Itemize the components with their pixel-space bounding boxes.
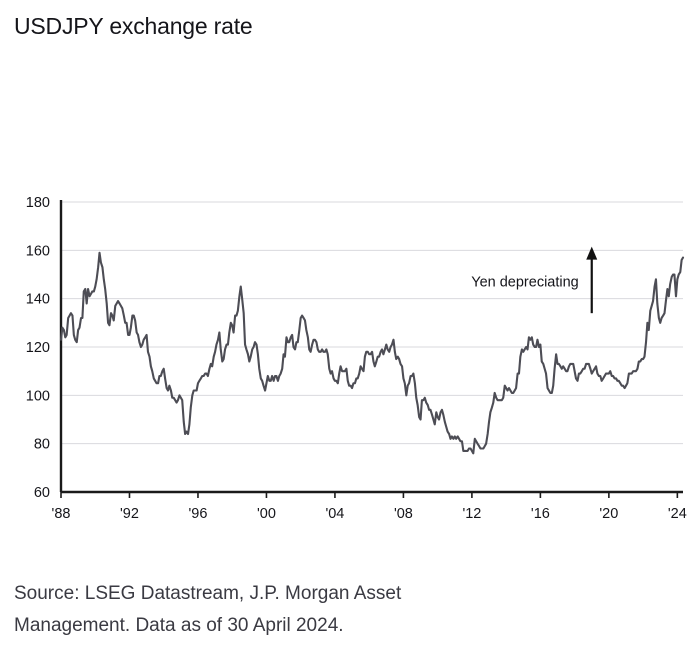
x-tick-label: '20 <box>599 506 618 522</box>
chart-container: 60 80 100 120 140 160 180 '88 '92 '96 '00 '04 '08 '1… <box>0 180 700 530</box>
y-tick-label: 60 <box>34 485 50 501</box>
usdjpy-series-line <box>59 251 685 455</box>
x-tick-label: '96 <box>189 506 208 522</box>
source-note-line-2: Management. Data as of 30 April 2024. <box>14 615 344 636</box>
y-tick-label: 100 <box>26 388 50 404</box>
page-title: USDJPY exchange rate <box>14 13 253 39</box>
y-axis-tick-labels: 60 80 100 120 140 160 180 <box>26 195 50 501</box>
y-tick-label: 180 <box>26 195 50 211</box>
usdjpy-line-chart: 60 80 100 120 140 160 180 '88 '92 '96 '00 '04 '08 '1… <box>26 195 687 522</box>
x-tick-label: '92 <box>120 506 139 522</box>
yen-depreciating-label: Yen depreciating <box>471 274 579 290</box>
x-axis-tick-labels: '88 '92 '96 '00 '04 '08 '12 '16 '20 '24 <box>52 506 687 522</box>
x-tick-label: '12 <box>462 506 481 522</box>
yen-depreciating-annotation: Yen depreciating <box>471 246 598 314</box>
y-tick-label: 80 <box>34 437 50 453</box>
y-tick-label: 120 <box>26 340 50 356</box>
y-tick-label: 140 <box>26 292 50 308</box>
x-tick-label: '88 <box>52 506 71 522</box>
x-tick-label: '24 <box>668 506 687 522</box>
source-note: Source: LSEG Datastream, J.P. Morgan Ass… <box>14 578 614 642</box>
source-note-line-1: Source: LSEG Datastream, J.P. Morgan Ass… <box>14 583 402 604</box>
up-arrow-head <box>586 246 598 260</box>
x-tick-label: '08 <box>394 506 413 522</box>
x-tick-label: '00 <box>257 506 276 522</box>
x-tick-label: '04 <box>325 506 344 522</box>
y-tick-label: 160 <box>26 243 50 259</box>
gridlines-group <box>61 201 683 445</box>
x-tick-label: '16 <box>531 506 550 522</box>
